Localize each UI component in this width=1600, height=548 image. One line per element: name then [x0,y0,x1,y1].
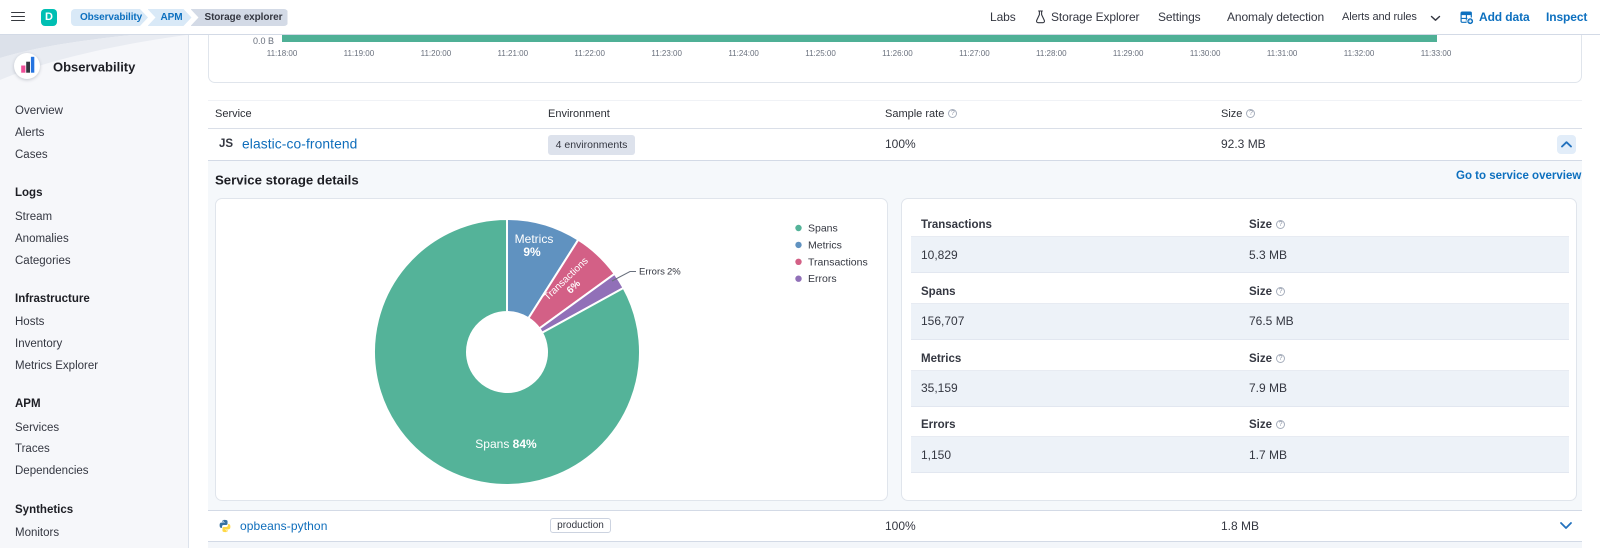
svg-text:Metrics: Metrics [808,239,842,251]
svg-text:2%: 2% [667,267,681,278]
svg-text:Errors: Errors [808,273,837,285]
svg-text:Spans: Spans [808,223,838,235]
svg-text:9%: 9% [523,245,541,259]
svg-text:Metrics: Metrics [515,232,554,246]
svg-text:Spans 84%: Spans 84% [475,437,537,451]
svg-text:Transactions: Transactions [808,256,868,268]
svg-text:Errors: Errors [639,267,665,278]
